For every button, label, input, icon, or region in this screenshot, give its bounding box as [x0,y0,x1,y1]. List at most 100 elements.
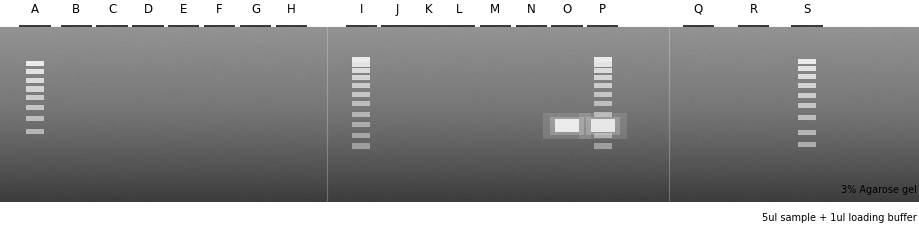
Bar [0,183,919,184]
Text: L: L [456,3,463,16]
Bar [0,47,919,48]
Bar [0,154,919,155]
Bar [0,152,919,153]
Bar [0,168,919,169]
Bar [0,59,919,60]
Bar [26,96,44,101]
Bar [0,30,919,31]
Bar [0,179,919,180]
Bar [0,194,919,195]
Bar [0,31,919,32]
Bar [0,186,919,187]
Bar [0,140,919,141]
Bar [0,83,919,84]
Bar [352,63,370,68]
Bar [0,126,919,127]
Bar [0,139,919,140]
Bar [0,160,919,161]
Bar [0,36,919,37]
Bar [0,63,919,64]
Bar [0,200,919,201]
Bar [594,123,612,128]
Bar [0,63,919,64]
Bar [0,198,919,199]
Bar [0,40,919,41]
Bar [0,112,919,113]
Bar [0,99,919,100]
Bar [0,57,919,58]
Bar [0,97,919,98]
Bar [0,196,919,197]
Bar [0,29,919,30]
Bar [0,43,919,44]
Bar [0,150,919,151]
Text: M: M [490,3,501,16]
Bar [0,40,919,41]
Bar [0,180,919,181]
Bar [798,142,816,147]
Bar [0,79,919,80]
Bar [0,128,919,129]
Bar [0,96,919,97]
Text: O: O [562,3,572,16]
Bar [0,193,919,194]
Bar [352,133,370,138]
Bar [0,182,919,183]
Bar [0,86,919,87]
Bar [594,144,612,149]
Bar [0,121,919,122]
Bar [0,142,919,143]
Bar [0,134,919,135]
Bar [798,93,816,98]
Bar [0,157,919,158]
Bar [0,138,919,139]
Bar [0,75,919,76]
Text: J: J [395,3,399,16]
Bar [0,100,919,101]
Bar [0,39,919,40]
Bar [0,42,919,43]
Bar [0,95,919,96]
Bar [0,78,919,79]
Bar [0,35,919,36]
Bar [0,44,919,45]
Bar [0,61,919,62]
Text: C: C [108,3,116,16]
Bar [0,195,919,196]
Bar [0,179,919,180]
Bar [0,73,919,74]
Bar [0,176,919,177]
Bar [0,49,919,50]
Bar [0,133,919,134]
Bar [543,114,591,139]
Bar [0,54,919,55]
Bar [352,112,370,117]
Bar [0,61,919,62]
Text: R: R [750,3,757,16]
Bar [0,144,919,145]
Bar [0,98,919,99]
Bar [0,199,919,200]
Text: G: G [251,3,260,16]
Bar [0,76,919,77]
Bar [0,160,919,161]
Bar [0,46,919,47]
Bar [352,76,370,81]
Bar [0,151,919,152]
Bar [0,149,919,150]
Bar [0,62,919,63]
Bar [0,37,919,38]
Text: B: B [73,3,80,16]
Bar [0,121,919,122]
Bar [0,109,919,110]
Bar [352,69,370,74]
Bar [0,171,919,172]
Bar [0,106,919,107]
Bar [0,156,919,157]
Bar [0,181,919,182]
Bar [0,60,919,61]
Bar [0,69,919,70]
Bar [798,104,816,109]
Bar [26,130,44,135]
Bar [594,63,612,68]
